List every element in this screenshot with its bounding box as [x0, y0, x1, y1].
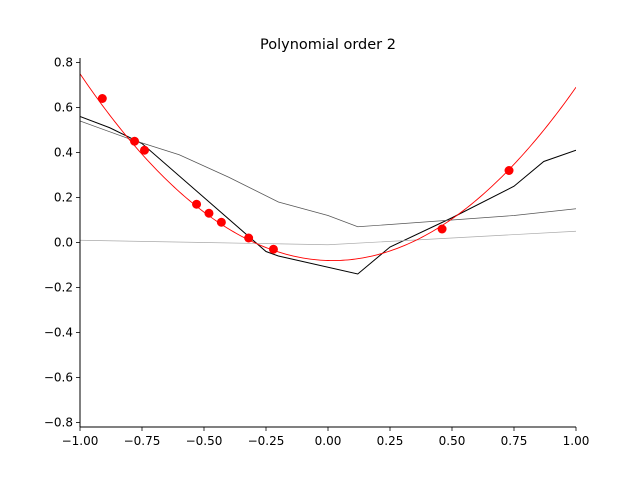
y-tick-label: −0.4 — [44, 326, 73, 340]
y-tick-label: 0.0 — [54, 236, 73, 250]
y-tick-label: −0.8 — [44, 416, 73, 430]
y-tick-label: −0.2 — [44, 281, 73, 295]
data-point — [244, 233, 254, 243]
x-tick-label: −1.00 — [62, 434, 99, 448]
series-line-3 — [80, 230, 576, 246]
data-point — [216, 217, 226, 227]
data-point — [268, 244, 278, 254]
data-point — [97, 94, 107, 103]
axes-layer: −1.00 −0.75 −0.50 −0.25 0.00 0.25 0.50 0.75 1.00… — [44, 56, 590, 449]
data-point — [504, 166, 514, 175]
x-tick-label: −0.75 — [124, 434, 161, 448]
y-tick-label: 0.2 — [54, 191, 73, 205]
data-point — [139, 145, 149, 155]
y-tick-label: 0.6 — [54, 101, 73, 115]
x-tick-label: 0.00 — [315, 434, 342, 448]
chart-title: Polynomial order 2 — [260, 37, 396, 53]
y-tick-label: −0.6 — [44, 371, 73, 385]
data-point — [437, 224, 447, 234]
x-tick-label: 0.50 — [439, 434, 466, 448]
fit-curve — [80, 73, 576, 262]
series-line-1 — [80, 116, 576, 275]
data-point — [192, 199, 202, 209]
x-tick-label: 0.75 — [501, 434, 528, 448]
data-points-layer — [97, 94, 514, 254]
fit-curve-layer — [80, 73, 576, 262]
x-tick-label: 1.00 — [563, 434, 590, 448]
data-point — [204, 208, 214, 218]
x-tick-label: −0.50 — [186, 434, 223, 448]
x-tick-label: −0.25 — [248, 434, 285, 448]
y-tick-label: 0.8 — [54, 56, 73, 70]
y-tick-label: 0.4 — [54, 146, 73, 160]
data-point — [130, 136, 140, 146]
x-tick-label: 0.25 — [377, 434, 404, 448]
series-line-2 — [80, 120, 576, 228]
series-layer — [80, 116, 576, 275]
